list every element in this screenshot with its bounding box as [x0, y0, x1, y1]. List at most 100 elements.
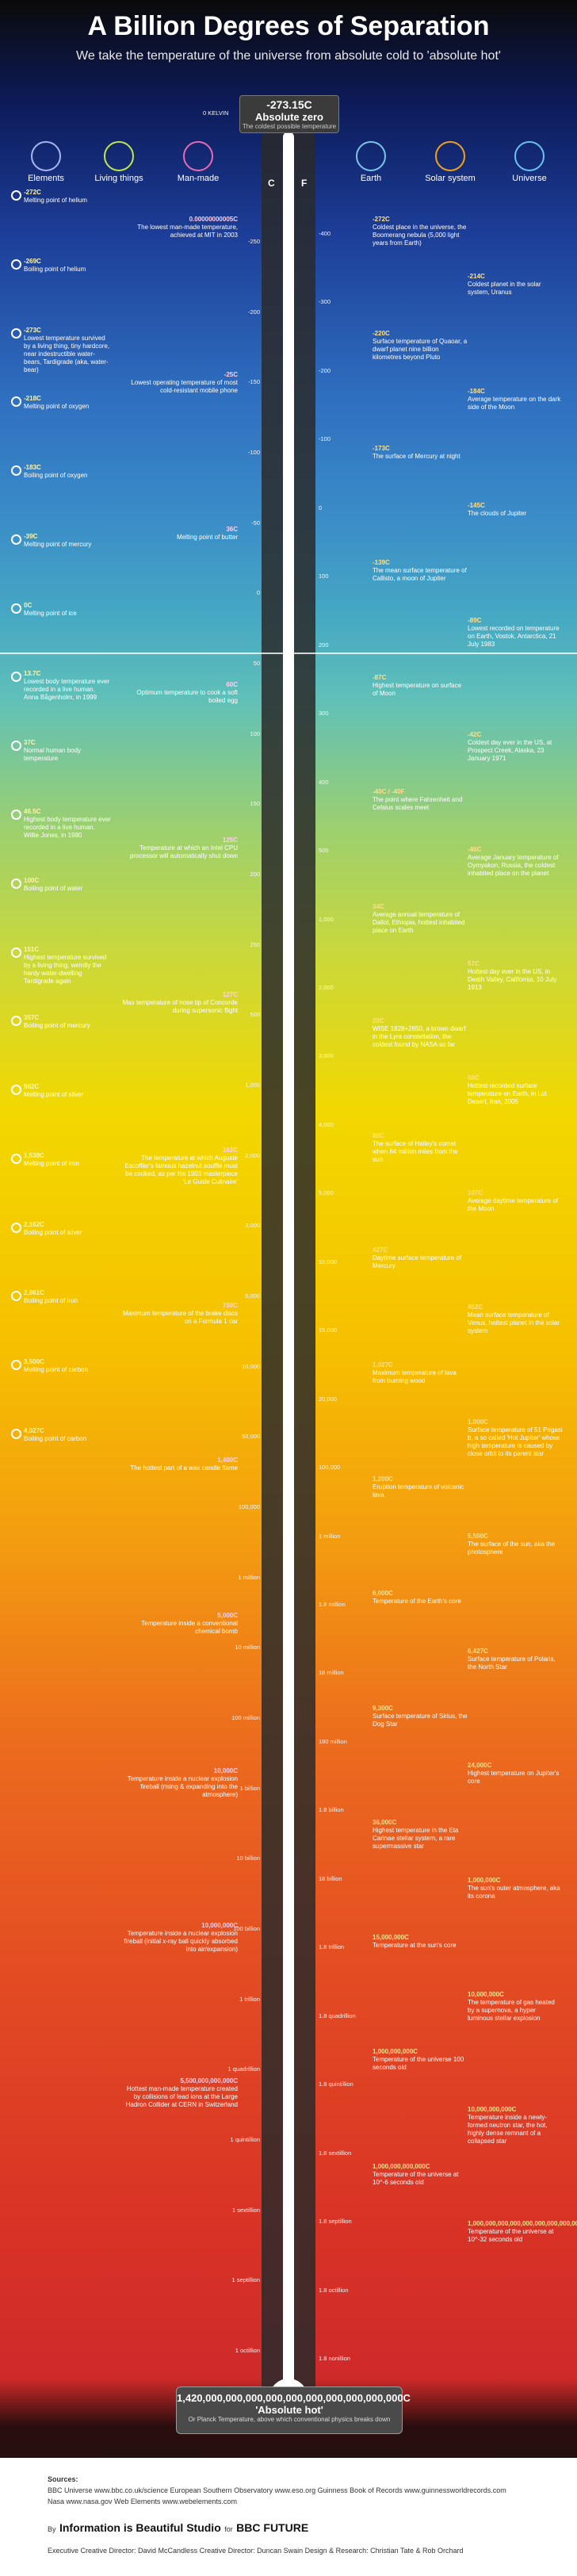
annotation: -173C The surface of Mercury at night — [373, 445, 468, 461]
annotation-temp: 4,027C — [24, 1427, 44, 1434]
page-title: A Billion Degrees of Separation — [87, 11, 490, 41]
annotation-temp: 9,300C — [373, 1704, 393, 1712]
annotation-temp: -39C — [24, 532, 38, 540]
celsius-tick-label: 500 — [250, 1011, 260, 1019]
fahrenheit-tick-label: 2,000 — [319, 983, 334, 991]
annotation: 1,000,000,000,000,000,000,000,000,000C Te… — [468, 2220, 577, 2244]
category-label: Earth — [360, 174, 382, 183]
annotation-text: Hottest man-made temperature created by … — [125, 2085, 238, 2108]
annotation-temp: 5,500C — [468, 1533, 488, 1541]
celsius-tick-label: 100,000 — [238, 1503, 260, 1510]
annotation-temp: 962C — [24, 1083, 40, 1091]
annotation: 151C Highest temperature survived by a li… — [11, 945, 111, 986]
fahrenheit-tick-label: 15,000 — [319, 1326, 337, 1334]
marker-dot — [11, 1222, 21, 1233]
fahrenheit-tick-label: 1.8 quintillion — [319, 2080, 353, 2088]
zero-degree-line — [0, 653, 577, 654]
annotation-text: Surface temperature of Polaris, the Nort… — [468, 1655, 556, 1671]
annotation: 5,500,000,000,000C Hottest man-made tempe… — [119, 2077, 238, 2109]
annotation-temp: -218C — [24, 395, 41, 403]
celsius-tick-label: 250 — [250, 940, 260, 948]
celsius-tick-label: 1 quadrillion — [227, 2065, 260, 2073]
annotation-text: Lowest temperature survived by a living … — [24, 334, 110, 373]
celsius-tick-label: 1 octillion — [235, 2347, 260, 2354]
absolute-zero-temp: -273.15C — [266, 98, 312, 111]
annotation: 462C Mean surface temperature of Venus, h… — [468, 1303, 563, 1335]
annotation-temp: 0C — [24, 601, 32, 609]
annotation-text: Maximum temperature of the brake discs o… — [123, 1309, 238, 1325]
annotation-text: The mean surface temperature of Callisto… — [373, 567, 467, 583]
annotation-temp: -40C / -40F — [373, 788, 405, 796]
marker-dot — [11, 1016, 21, 1027]
annotation: 6,000C Temperature of the Earth's core — [373, 1590, 468, 1606]
annotation: -220C Surface temperature of Quaoar, a dw… — [373, 330, 468, 362]
fahrenheit-tick-label: 100,000 — [319, 1464, 341, 1472]
celsius-tick-label: -50 — [251, 519, 260, 526]
annotation: 5,000C Temperature inside a conventional … — [119, 1612, 238, 1636]
annotation: 5,500C The surface of the sun, aka the ph… — [468, 1533, 563, 1556]
annotation-temp: 427C — [373, 1246, 388, 1254]
marker-dot — [11, 1085, 21, 1096]
celsius-tick-label: 10 million — [235, 1644, 260, 1652]
annotation: -87C Highest temperature on surface of Mo… — [373, 674, 468, 698]
annotation-text: Highest temperature in the Eta Carinae s… — [373, 1827, 459, 1851]
marker-dot — [11, 1360, 21, 1371]
celsius-scale-label: C — [268, 178, 275, 189]
fahrenheit-tick-label: 400 — [319, 778, 329, 786]
thermometer-tube — [283, 132, 294, 2399]
annotation-text: Temperature inside a nuclear explosion f… — [127, 1774, 238, 1798]
annotation-text: The surface of the sun, aka the photosph… — [468, 1541, 556, 1556]
fahrenheit-tick-label: 0 — [319, 503, 323, 511]
category-label: Living things — [94, 174, 143, 183]
annotation-temp: 1,000C — [468, 1418, 488, 1426]
celsius-tick-label: 50 — [253, 660, 260, 667]
annotation-text: Lowest operating temperature of most col… — [131, 378, 238, 394]
credit-for: for — [224, 2525, 233, 2533]
annotation-temp: 57C — [468, 959, 480, 967]
annotation-temp: -214C — [468, 273, 485, 281]
annotation: 100C Boiling point of water — [11, 877, 111, 893]
annotation-text: Melting point of iron — [24, 1159, 79, 1167]
annotation-text: The temperature at which Auguste Escoffi… — [124, 1154, 238, 1185]
annotation-text: Coldest place in the universe, the Boome… — [373, 224, 467, 247]
annotation-temp: 34C — [373, 902, 384, 910]
annotation: 9,300C Surface temperature of Sirius, the… — [373, 1705, 468, 1728]
annotation: 10,000,000C Temperature inside a nuclear … — [119, 1922, 238, 1954]
annotation-temp: 1,000,000,000,000,000,000,000,000,000C — [468, 2220, 577, 2227]
absolute-zero-name: Absolute zero — [255, 111, 323, 123]
annotation: -139C The mean surface temperature of Cal… — [373, 559, 468, 583]
annotation-text: Melting point of silver — [24, 1091, 84, 1099]
annotation-temp: 5,500,000,000,000C — [180, 2077, 238, 2084]
celsius-tick-label: -200 — [247, 308, 260, 316]
annotation-text: Boiling point of iron — [24, 1297, 78, 1305]
annotation: 6,427C Surface temperature of Polaris, th… — [468, 1648, 563, 1671]
annotation-temp: 151C — [24, 945, 40, 953]
annotation-text: Temperature of the universe at 10^-32 se… — [468, 2228, 554, 2243]
annotation-temp: 36,000C — [373, 1819, 397, 1827]
fahrenheit-tick-label: 18 billion — [319, 1874, 342, 1882]
annotation: 24,000C Highest temperature on Jupiter's … — [468, 1762, 563, 1786]
marker-dot — [11, 465, 21, 477]
fahrenheit-tick-label: 4,000 — [319, 1120, 334, 1128]
celsius-tick-label: 2,000 — [245, 1151, 260, 1159]
celsius-tick-label: 0 — [256, 589, 260, 597]
annotation-temp: 15,000,000C — [373, 1933, 409, 1941]
celsius-tick-label: 1 quintillion — [230, 2136, 260, 2143]
celsius-tick-label: 100 million — [231, 1714, 260, 1721]
annotation-text: Coldest planet in the solar system, Uran… — [468, 281, 541, 297]
annotation-text: The hottest part of a wax candle flame — [130, 1464, 238, 1472]
annotation: 2,162C Boiling point of silver — [11, 1221, 111, 1237]
category-label: Solar system — [425, 174, 476, 183]
marker-dot — [11, 1153, 21, 1164]
kelvin-tag: 0 KELVIN — [203, 109, 229, 117]
annotation-text: Boiling point of mercury — [24, 1022, 90, 1030]
annotation-temp: 36C — [226, 526, 238, 534]
category-universe: Universe — [498, 141, 561, 183]
annotation-text: Coldest day ever in the US, at Prospect … — [468, 739, 552, 763]
annotation-temp: 162C — [222, 1146, 238, 1154]
annotation-temp: -273C — [24, 326, 41, 334]
annotation: 107C Average daytime temperature of the M… — [468, 1189, 563, 1213]
fahrenheit-tick-label: 5,000 — [319, 1189, 334, 1197]
celsius-tick-label: 100 — [250, 729, 260, 737]
annotation-text: Melting point of butter — [177, 534, 238, 542]
